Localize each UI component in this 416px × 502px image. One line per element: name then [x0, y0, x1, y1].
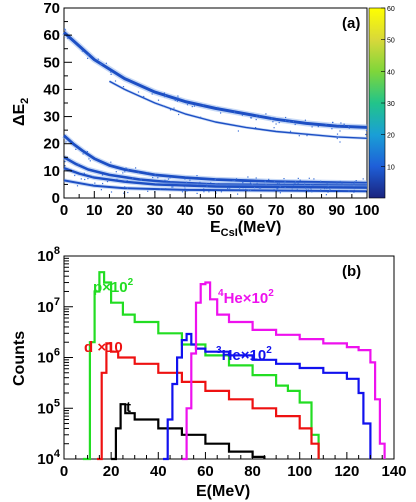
- x-tick-a: 20: [116, 202, 133, 219]
- panel-b: 0 20 40 60 80 100 120 140 104 105 106 107 108 (b) E(…: [11, 245, 407, 500]
- x-tick-a: 30: [147, 202, 164, 219]
- series-annotation-1: d ×10: [84, 339, 123, 356]
- x-tick-a: 90: [328, 202, 345, 219]
- x-axis-label-main-a: E: [210, 219, 221, 236]
- band-core-5: [63, 179, 368, 193]
- y-tick-a: 20: [43, 136, 60, 153]
- series-annotation-3: 3He×102: [216, 345, 272, 364]
- x-tick-a: 40: [177, 202, 194, 219]
- axis-ticks-b: 0 20 40 60 80 100 120 140 104 105 106 107 108: [37, 245, 406, 480]
- y-tick-a: 60: [43, 27, 60, 44]
- x-tick-b: 40: [150, 463, 167, 480]
- y-axis-label-b: Counts: [11, 331, 28, 386]
- x-tick-a: 70: [268, 202, 285, 219]
- series-line-2: [111, 403, 266, 461]
- band-core-4: [63, 166, 368, 189]
- y-tick-b: 107: [37, 296, 60, 316]
- panel-label-b: (b): [342, 263, 361, 280]
- heatmap-bands: [61, 28, 368, 196]
- x-tick-a: 80: [298, 202, 315, 219]
- spectra-lines: [82, 271, 386, 461]
- band-core-0: [62, 31, 368, 129]
- y-tick-a: 70: [43, 0, 60, 17]
- series-annotation-0: p×102: [93, 277, 134, 296]
- y-tick-b: 104: [37, 448, 61, 468]
- x-tick-a: 60: [237, 202, 254, 219]
- x-tick-a: 10: [86, 202, 103, 219]
- x-axis-label-b: E(MeV): [196, 483, 250, 500]
- band-scatter-0: [64, 28, 368, 132]
- band-scatter-1: [114, 80, 367, 143]
- colorbar-tick: 30: [387, 101, 395, 108]
- band-core-1: [109, 80, 368, 139]
- y-tick-a: 10: [43, 163, 60, 180]
- x-tick-b: 60: [197, 463, 214, 480]
- colorbar-tick: 50: [387, 38, 395, 45]
- y-axis-label-sub-a: 2: [19, 98, 31, 104]
- y-tick-a: 40: [43, 81, 60, 98]
- y-tick-a: 30: [43, 109, 60, 126]
- x-tick-a: 100: [354, 202, 379, 219]
- x-axis-label-a: ECsI(MeV): [210, 219, 281, 239]
- plot-area-a: [63, 7, 368, 199]
- series-annotation-2: t: [126, 399, 131, 416]
- series-annotations: p×102 d ×10 t 3He×102 4He×102: [84, 277, 274, 416]
- axis-ticks-a: 0 10 20 30 40 50 60 70 80 90 100 0 10 20 30 40 50 60 70: [43, 0, 379, 219]
- x-tick-b: 120: [334, 463, 359, 480]
- y-tick-a: 50: [43, 54, 60, 71]
- y-tick-b: 108: [37, 245, 60, 265]
- series-line-1: [97, 342, 320, 461]
- y-tick-a: 0: [52, 190, 60, 207]
- x-axis-label-unit-a: (MeV): [238, 219, 282, 236]
- y-axis-label-main-a: ΔE: [11, 104, 28, 127]
- x-tick-b: 20: [103, 463, 120, 480]
- colorbar-tick: 10: [387, 164, 395, 171]
- x-tick-a: 0: [60, 202, 68, 219]
- series-annotation-4: 4He×102: [218, 288, 274, 307]
- x-tick-b: 80: [244, 463, 261, 480]
- colorbar-tick: 60: [387, 6, 395, 13]
- band-core-2: [63, 134, 368, 185]
- x-tick-b: 0: [60, 463, 68, 480]
- colorbar-tick: 40: [387, 69, 395, 76]
- x-axis-label-sub-a: CsI: [221, 227, 238, 239]
- y-tick-b: 105: [37, 397, 60, 417]
- x-tick-b: 100: [287, 463, 312, 480]
- colorbar: 10 20 30 40 50 60: [368, 6, 395, 199]
- x-tick-a: 50: [207, 202, 224, 219]
- series-line-4: [181, 281, 386, 461]
- x-tick-b: 140: [381, 463, 406, 480]
- panel-a: 0 10 20 30 40 50 60 70 80 90 100 0 10 20 30 40 50 60 70 (a…: [11, 0, 395, 239]
- series-line-3: [163, 332, 372, 461]
- y-axis-label-a: ΔE2: [11, 98, 31, 126]
- y-tick-b: 106: [37, 347, 60, 367]
- colorbar-tick: 20: [387, 133, 395, 140]
- series-line-0: [82, 271, 320, 461]
- panel-label-a: (a): [342, 15, 360, 32]
